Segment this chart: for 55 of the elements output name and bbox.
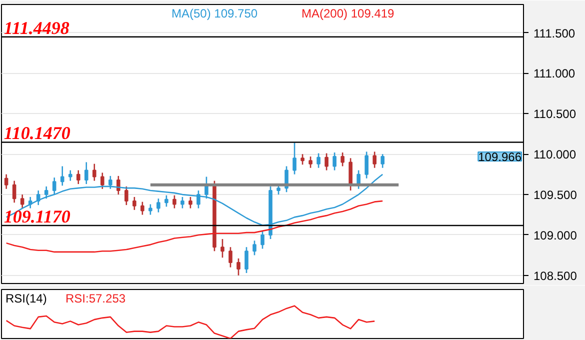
candlestick: [300, 153, 304, 166]
candlestick: [100, 172, 104, 190]
candlestick: [52, 176, 56, 196]
candlestick: [156, 198, 160, 213]
candlestick: [132, 196, 136, 211]
candlestick: [68, 170, 72, 182]
candlestick: [124, 186, 128, 206]
y-tick-label: 110.000: [534, 148, 576, 162]
candlestick: [348, 158, 352, 192]
candlestick: [84, 162, 88, 185]
y-tick-label: 109.000: [534, 228, 578, 242]
candlestick: [340, 152, 344, 167]
candlestick: [12, 180, 16, 204]
y-tick-label: 111.000: [534, 66, 576, 81]
candlestick: [172, 194, 176, 209]
chart-title: RSI(14): [6, 292, 47, 306]
annotation: 109.966: [478, 150, 522, 164]
candlestick: [140, 201, 144, 216]
candlestick: [188, 196, 192, 209]
candlestick: [196, 190, 200, 209]
y-tick-label: 111.500: [534, 26, 576, 40]
candlestick: [308, 156, 312, 169]
candlestick: [76, 170, 80, 185]
candlestick: [316, 152, 320, 169]
candlestick: [4, 174, 8, 190]
text: MA(200) 109.419: [302, 6, 395, 20]
candlestick: [148, 204, 152, 216]
candlestick: [244, 246, 248, 274]
line-series: [6, 200, 384, 253]
y-tick-label: 109.500: [534, 188, 578, 202]
candlestick: [180, 196, 184, 209]
candlestick: [324, 152, 328, 171]
candlestick: [92, 163, 96, 182]
ref-line-label: 111.4498: [4, 18, 70, 38]
candlestick: [228, 246, 232, 268]
candlestick: [332, 152, 336, 171]
candlestick: [44, 186, 48, 200]
y-tick-label: 110.500: [534, 107, 576, 122]
candlestick: [164, 194, 168, 208]
candlestick: [60, 166, 64, 186]
candlestick: [380, 153, 384, 169]
candlestick: [260, 230, 264, 250]
candlestick: [236, 258, 240, 276]
candlestick: [20, 194, 24, 209]
text: MA(50) 109.750: [172, 6, 258, 20]
ref-line-label: 110.1470: [4, 123, 70, 144]
candlestick: [372, 151, 376, 169]
series-label: RSI:57.253: [66, 292, 126, 306]
candlestick: [364, 151, 368, 180]
candlestick: [116, 175, 120, 196]
candlestick: [252, 240, 256, 256]
candlestick: [220, 238, 224, 258]
y-tick-label: 108.500: [534, 268, 578, 283]
ref-line-label: 109.1170: [4, 206, 70, 227]
candlestick: [292, 142, 296, 175]
